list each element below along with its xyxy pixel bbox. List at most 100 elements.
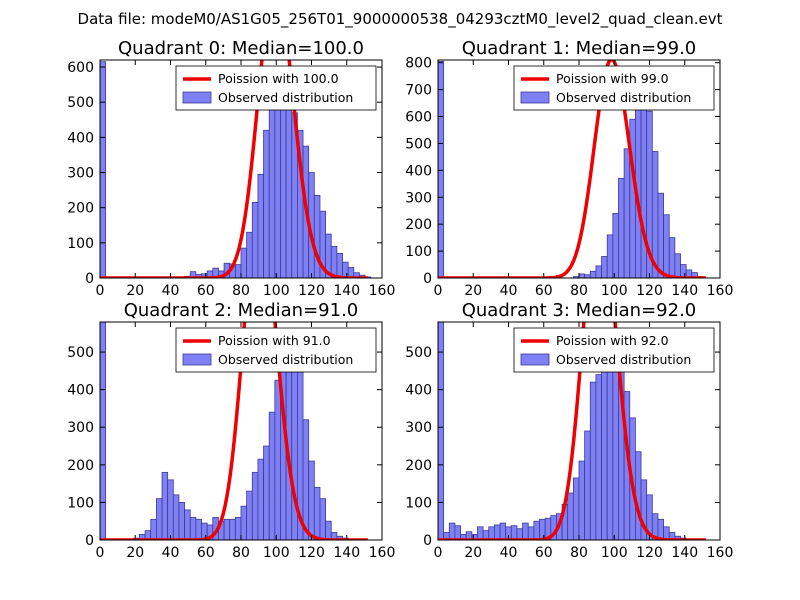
figure-title: Data file: modeM0/AS1G05_256T01_90000005…	[78, 10, 723, 29]
histogram-bar	[595, 265, 602, 278]
y-tick-label: 500	[405, 136, 432, 152]
panel-title: Quadrant 2: Median=91.0	[124, 300, 359, 321]
y-tick-label: 200	[67, 458, 94, 474]
x-tick-label: 80	[570, 283, 588, 299]
legend-bar-swatch	[182, 91, 212, 104]
histogram-bar	[657, 518, 665, 540]
histogram-bar	[268, 411, 276, 540]
y-tick-label: 400	[67, 130, 94, 146]
x-tick-label: 40	[162, 283, 180, 299]
x-tick-label: 100	[601, 283, 628, 299]
panel-title: Quadrant 1: Median=99.0	[462, 38, 697, 59]
histogram-bar	[477, 526, 484, 540]
histogram-bar	[522, 522, 529, 540]
histogram-bar	[184, 509, 191, 540]
histogram-bar	[313, 194, 321, 278]
histogram-bar	[325, 520, 332, 540]
y-tick-label: 300	[405, 420, 432, 436]
x-tick-label: 60	[535, 283, 553, 299]
plot-area	[438, 60, 706, 278]
legend: Poission with 92.0 Observed distribution	[513, 327, 715, 373]
poisson-curve	[438, 322, 706, 540]
x-tick-label: 120	[636, 283, 663, 299]
histogram-bar	[161, 471, 169, 540]
histogram-bar	[589, 381, 597, 540]
histogram-bar	[680, 264, 687, 278]
histogram-bar	[336, 252, 343, 278]
histogram-bar	[257, 458, 264, 540]
x-tick-label: 20	[464, 283, 482, 299]
histogram-bar	[302, 419, 310, 540]
histogram-bar	[578, 460, 586, 540]
histogram-bar	[100, 61, 107, 278]
y-tick-label: 200	[405, 458, 432, 474]
histogram-bar	[150, 518, 157, 540]
x-tick-label: 0	[96, 283, 105, 299]
x-tick-label: 40	[162, 545, 180, 561]
histogram-bar	[533, 520, 540, 540]
panel-quadrant-0: Quadrant 0: Median=100.0 0 20 40 60 80 100 120 1…	[67, 38, 395, 299]
x-tick-label: 40	[500, 545, 518, 561]
histogram-bar	[589, 270, 597, 278]
histogram-bar	[178, 502, 186, 540]
x-tick-label: 100	[601, 545, 628, 561]
x-tick-label: 160	[369, 545, 396, 561]
legend: Poission with 91.0 Observed distribution	[175, 327, 377, 373]
histogram-bar	[234, 517, 242, 540]
histogram-bar	[601, 344, 608, 540]
histogram-bar	[167, 479, 174, 540]
histogram-bar	[618, 178, 625, 278]
histogram-bar	[493, 524, 501, 540]
histogram-bar	[623, 148, 631, 278]
panel-title: Quadrant 0: Median=100.0	[118, 38, 364, 59]
y-tick-label: 400	[67, 383, 94, 399]
y-tick-label: 600	[67, 60, 94, 76]
y-tick-label: 700	[405, 83, 432, 99]
histogram-bar	[246, 231, 253, 278]
histogram-bar	[155, 498, 163, 540]
y-tick-label: 200	[67, 201, 94, 217]
histogram-bar	[567, 492, 574, 540]
histogram-bar	[674, 253, 681, 278]
x-tick-label: 80	[232, 283, 250, 299]
legend-bar-swatch	[182, 353, 212, 366]
x-tick-label: 120	[298, 283, 325, 299]
y-tick-label: 300	[67, 420, 94, 436]
histogram-bar	[172, 494, 180, 540]
y-tick-label: 0	[423, 271, 432, 287]
histogram-bar	[100, 322, 107, 540]
x-tick-label: 80	[232, 545, 250, 561]
x-tick-label: 140	[671, 545, 698, 561]
x-tick-label: 100	[263, 545, 290, 561]
x-tick-label: 20	[126, 545, 144, 561]
y-tick-label: 500	[67, 95, 94, 111]
x-tick-label: 40	[500, 283, 518, 299]
histogram-bar	[263, 445, 270, 540]
x-tick-label: 0	[434, 545, 443, 561]
x-tick-label: 140	[671, 283, 698, 299]
x-tick-label: 20	[126, 283, 144, 299]
histogram-bar	[539, 518, 546, 540]
histogram-bar	[285, 98, 293, 278]
legend-label-observed: Observed distribution	[218, 352, 353, 367]
y-tick-label: 800	[405, 56, 432, 72]
y-tick-label: 100	[67, 495, 94, 511]
panel-quadrant-1: Quadrant 1: Median=99.0 0 20 40 60 80 100 120 14…	[405, 38, 733, 299]
histogram-bar	[251, 202, 259, 278]
x-tick-label: 60	[535, 545, 553, 561]
y-tick-label: 300	[405, 190, 432, 206]
legend-label-poisson: Poission with 92.0	[556, 333, 669, 348]
histogram-bar	[454, 525, 461, 540]
y-tick-label: 100	[67, 236, 94, 252]
y-tick-label: 400	[405, 383, 432, 399]
plot-area	[438, 322, 706, 540]
x-tick-label: 60	[197, 283, 215, 299]
legend-label-poisson: Poission with 99.0	[556, 71, 669, 86]
histogram-bar	[510, 525, 518, 540]
x-tick-label: 140	[333, 283, 360, 299]
histogram-bar	[595, 374, 602, 540]
histogram-bar	[438, 60, 445, 278]
y-tick-label: 100	[405, 495, 432, 511]
histogram-bar	[234, 264, 242, 278]
histogram-bar	[223, 518, 231, 540]
